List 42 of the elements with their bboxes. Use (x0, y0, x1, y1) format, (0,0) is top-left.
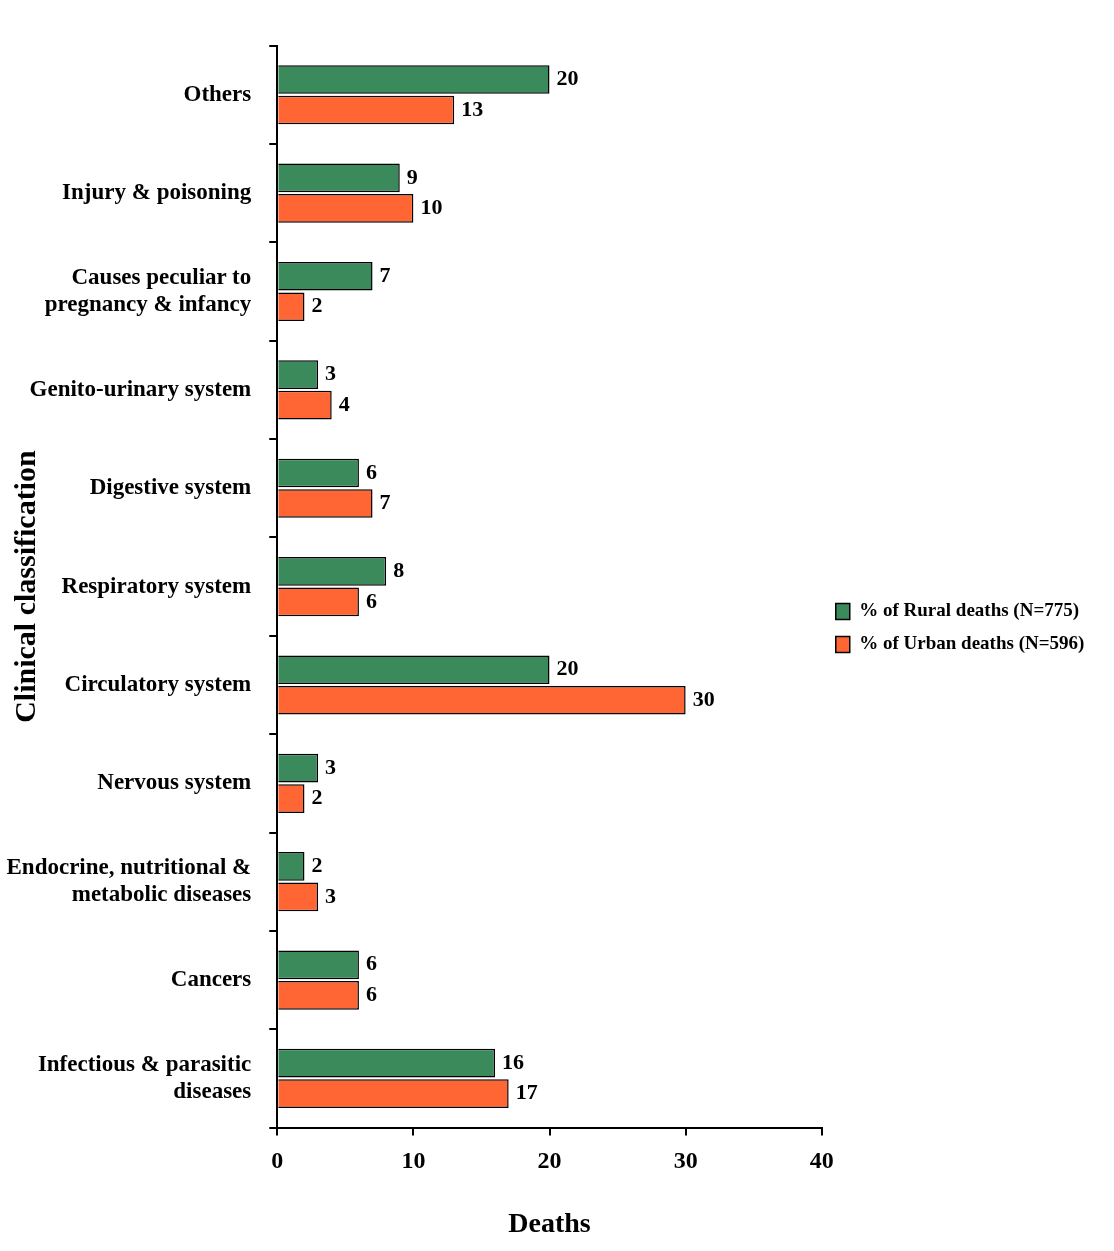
data-label: 2 (311, 292, 323, 318)
y-tick-label: Injury & poisoning (62, 179, 252, 205)
data-label: 9 (406, 163, 418, 189)
data-label: 2 (311, 852, 323, 878)
x-tick-label: 30 (673, 1147, 698, 1174)
data-label: 6 (365, 458, 377, 484)
x-tick-label: 20 (537, 1147, 562, 1174)
x-tick-label: 10 (401, 1147, 426, 1174)
data-label: 4 (338, 390, 350, 416)
data-label: 6 (365, 587, 377, 613)
y-tick-label: Cancers (170, 965, 252, 991)
data-label: 6 (365, 950, 377, 976)
x-tick-label: 0 (271, 1147, 284, 1174)
y-tick-label: Respiratory system (61, 572, 252, 598)
y-tick-label: Others (183, 80, 252, 106)
data-label: 3 (325, 753, 337, 779)
y-tick-label: Endocrine, nutritional & metabolic diseases (6, 853, 252, 907)
data-label: 7 (379, 489, 391, 515)
data-label: 13 (461, 95, 484, 121)
data-label: 17 (515, 1079, 538, 1105)
y-tick-label: Genito-urinary system (29, 375, 252, 401)
data-label: 3 (325, 882, 337, 908)
legend-label: % of Rural deaths (N=775) (859, 599, 1080, 622)
x-axis-title: Deaths (508, 1207, 591, 1239)
data-label: 16 (502, 1048, 525, 1074)
x-tick-label: 40 (809, 1147, 834, 1174)
data-label: 8 (393, 557, 405, 583)
y-tick-label: Infectious & parasitic diseases (37, 1050, 252, 1104)
data-label: 7 (379, 261, 391, 287)
data-label: 2 (311, 784, 323, 810)
data-label: 30 (692, 685, 715, 711)
data-label: 6 (365, 980, 377, 1006)
data-label: 20 (556, 65, 579, 91)
y-tick-label: Digestive system (89, 474, 252, 500)
data-label: 3 (325, 360, 337, 386)
data-label: 10 (420, 194, 443, 220)
legend-label: % of Urban deaths (N=596) (859, 632, 1085, 655)
y-tick-label: Nervous system (97, 769, 252, 795)
data-label: 20 (556, 655, 579, 681)
y-axis-title: Clinical classification (7, 450, 41, 723)
y-tick-label: Circulatory system (64, 670, 252, 696)
y-tick-label: Causes peculiar to pregnancy & infancy (44, 263, 252, 317)
